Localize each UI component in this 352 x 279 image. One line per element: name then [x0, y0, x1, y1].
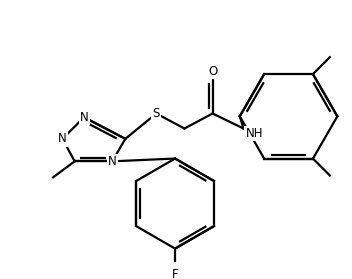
Text: N: N: [58, 132, 67, 145]
Text: F: F: [172, 268, 178, 279]
Text: O: O: [208, 65, 217, 78]
Text: S: S: [153, 107, 160, 120]
Text: NH: NH: [245, 127, 263, 140]
Text: N: N: [80, 111, 88, 124]
Text: N: N: [108, 155, 117, 168]
